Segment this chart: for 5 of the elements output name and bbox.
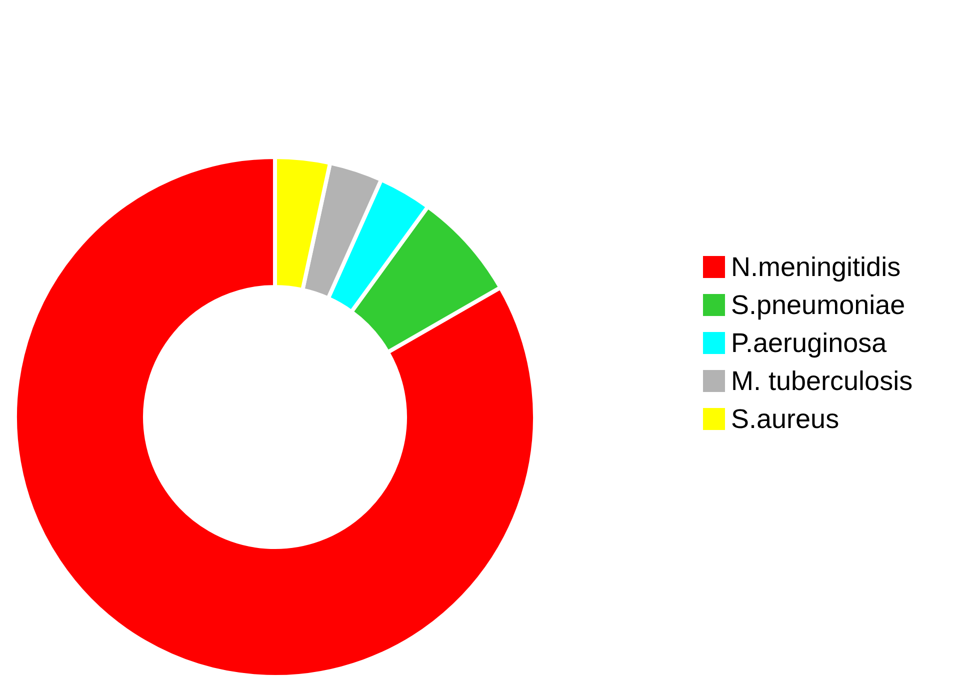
legend-label: P.aeruginosa bbox=[731, 328, 887, 358]
legend-label: S.pneumoniae bbox=[731, 290, 906, 320]
legend-label: N.meningitidis bbox=[731, 252, 901, 282]
legend-label: M. tuberculosis bbox=[731, 366, 913, 396]
legend-label: S.aureus bbox=[731, 404, 840, 434]
